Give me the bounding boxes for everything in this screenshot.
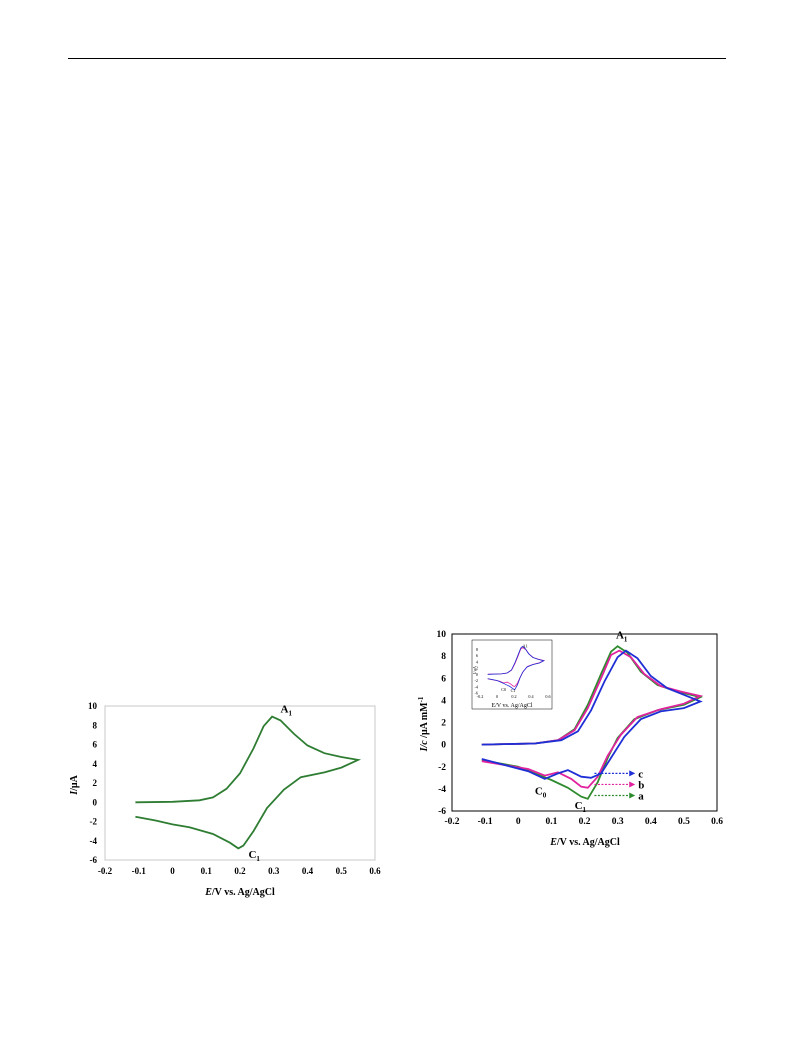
x-tick-label: 0 <box>170 866 175 876</box>
x-tick-label: 0.2 <box>579 817 591 827</box>
y-tick-label: -2 <box>90 817 98 827</box>
arrowhead-c <box>629 770 636 777</box>
x-tick-label: 0.6 <box>711 817 723 827</box>
x-tick-label: 0.6 <box>369 866 381 876</box>
cv-curve-a <box>481 645 704 800</box>
curve-label-a: a <box>638 791 644 803</box>
y-tick-label: 10 <box>437 630 447 640</box>
inset-y-tick: -6 <box>475 691 479 696</box>
inset-x-tick: -0.2 <box>477 694 484 699</box>
x-tick-label: -0.2 <box>444 817 459 827</box>
y-axis-label: I/c /μA mM-1 <box>417 696 430 752</box>
y-tick-label: 4 <box>441 696 446 706</box>
y-tick-label: -6 <box>90 855 98 865</box>
peak-label-c1: C1 <box>248 849 260 863</box>
y-tick-label: 10 <box>88 701 98 711</box>
inset-curve <box>487 645 545 691</box>
y-tick-label: 2 <box>93 778 98 788</box>
y-tick-label: -2 <box>438 763 446 773</box>
arrowhead-a <box>629 792 636 799</box>
y-tick-label: -4 <box>90 836 98 846</box>
inset-y-tick: 2 <box>476 666 478 671</box>
inset-x-tick: 0 <box>496 694 498 699</box>
cv-curve <box>135 715 362 850</box>
inset-y-tick: 6 <box>476 653 478 658</box>
y-tick-label: 0 <box>441 741 446 751</box>
inset-y-tick: 8 <box>476 647 478 652</box>
y-tick-label: -4 <box>438 785 446 795</box>
x-tick-label: -0.1 <box>478 817 493 827</box>
inset-x-tick: 0.2 <box>511 694 516 699</box>
peak-label-a1: A1 <box>281 704 293 718</box>
x-tick-label: 0.5 <box>336 866 348 876</box>
inset-peak-label: A1 <box>523 643 528 648</box>
x-tick-label: -0.1 <box>132 866 147 876</box>
inset-y-tick: 0 <box>476 672 478 677</box>
plot-frame <box>104 705 376 861</box>
inset-peak-label: C1 <box>511 688 516 693</box>
inset-x-tick: 0.4 <box>528 694 534 699</box>
inset-y-tick: 4 <box>476 659 479 664</box>
cv-curve-b <box>481 649 704 789</box>
y-tick-label: 8 <box>441 652 446 662</box>
y-tick-label: 4 <box>93 759 98 769</box>
peak-label-c1: C1 <box>575 800 587 814</box>
x-axis-label: E/V vs. Ag/AgCl <box>549 837 620 848</box>
y-tick-label: 0 <box>93 797 98 807</box>
figure-left-cv-plot: 10 8 6 4 2 0 -2 -4 -6 -0.2 -0.1 0 0.1 0.2 0.3 0.4 0.5 0.… <box>69 701 381 898</box>
x-tick-label: 0.5 <box>678 817 690 827</box>
x-tick-label: 0.2 <box>234 866 246 876</box>
x-tick-label: 0.3 <box>612 817 624 827</box>
curve-label-c: c <box>638 768 643 780</box>
inset-x-label: E/V vs. Ag/AgCl <box>491 703 532 709</box>
x-tick-label: 0 <box>516 817 521 827</box>
x-tick-label: 0.4 <box>645 817 657 827</box>
inset-peak-label: C0 <box>501 687 506 692</box>
y-tick-label: 6 <box>93 740 98 750</box>
x-tick-label: -0.2 <box>98 866 113 876</box>
header-rule <box>68 58 726 59</box>
inset-y-tick: -4 <box>475 684 479 689</box>
y-tick-label: 8 <box>93 720 98 730</box>
x-tick-label: 0.1 <box>201 866 213 876</box>
x-axis-label: E/V vs. Ag/AgCl <box>204 887 275 898</box>
y-tick-label: -6 <box>438 807 446 817</box>
peak-label-c0: C0 <box>535 785 547 799</box>
inset-x-tick: 0.6 <box>545 694 550 699</box>
x-tick-label: 0.1 <box>545 817 557 827</box>
curve-label-b: b <box>638 779 644 791</box>
arrowhead-b <box>629 781 636 788</box>
y-tick-label: 6 <box>441 674 446 684</box>
y-axis-label: I/μA <box>69 774 80 795</box>
inset-y-label: I/μA <box>472 666 477 674</box>
x-tick-label: 0.4 <box>302 866 314 876</box>
cv-curve-c <box>481 649 703 780</box>
x-tick-label: 0.3 <box>268 866 280 876</box>
inset-y-tick: -2 <box>475 678 479 683</box>
peak-label-a1: A1 <box>616 629 628 643</box>
y-tick-label: 2 <box>441 719 446 729</box>
